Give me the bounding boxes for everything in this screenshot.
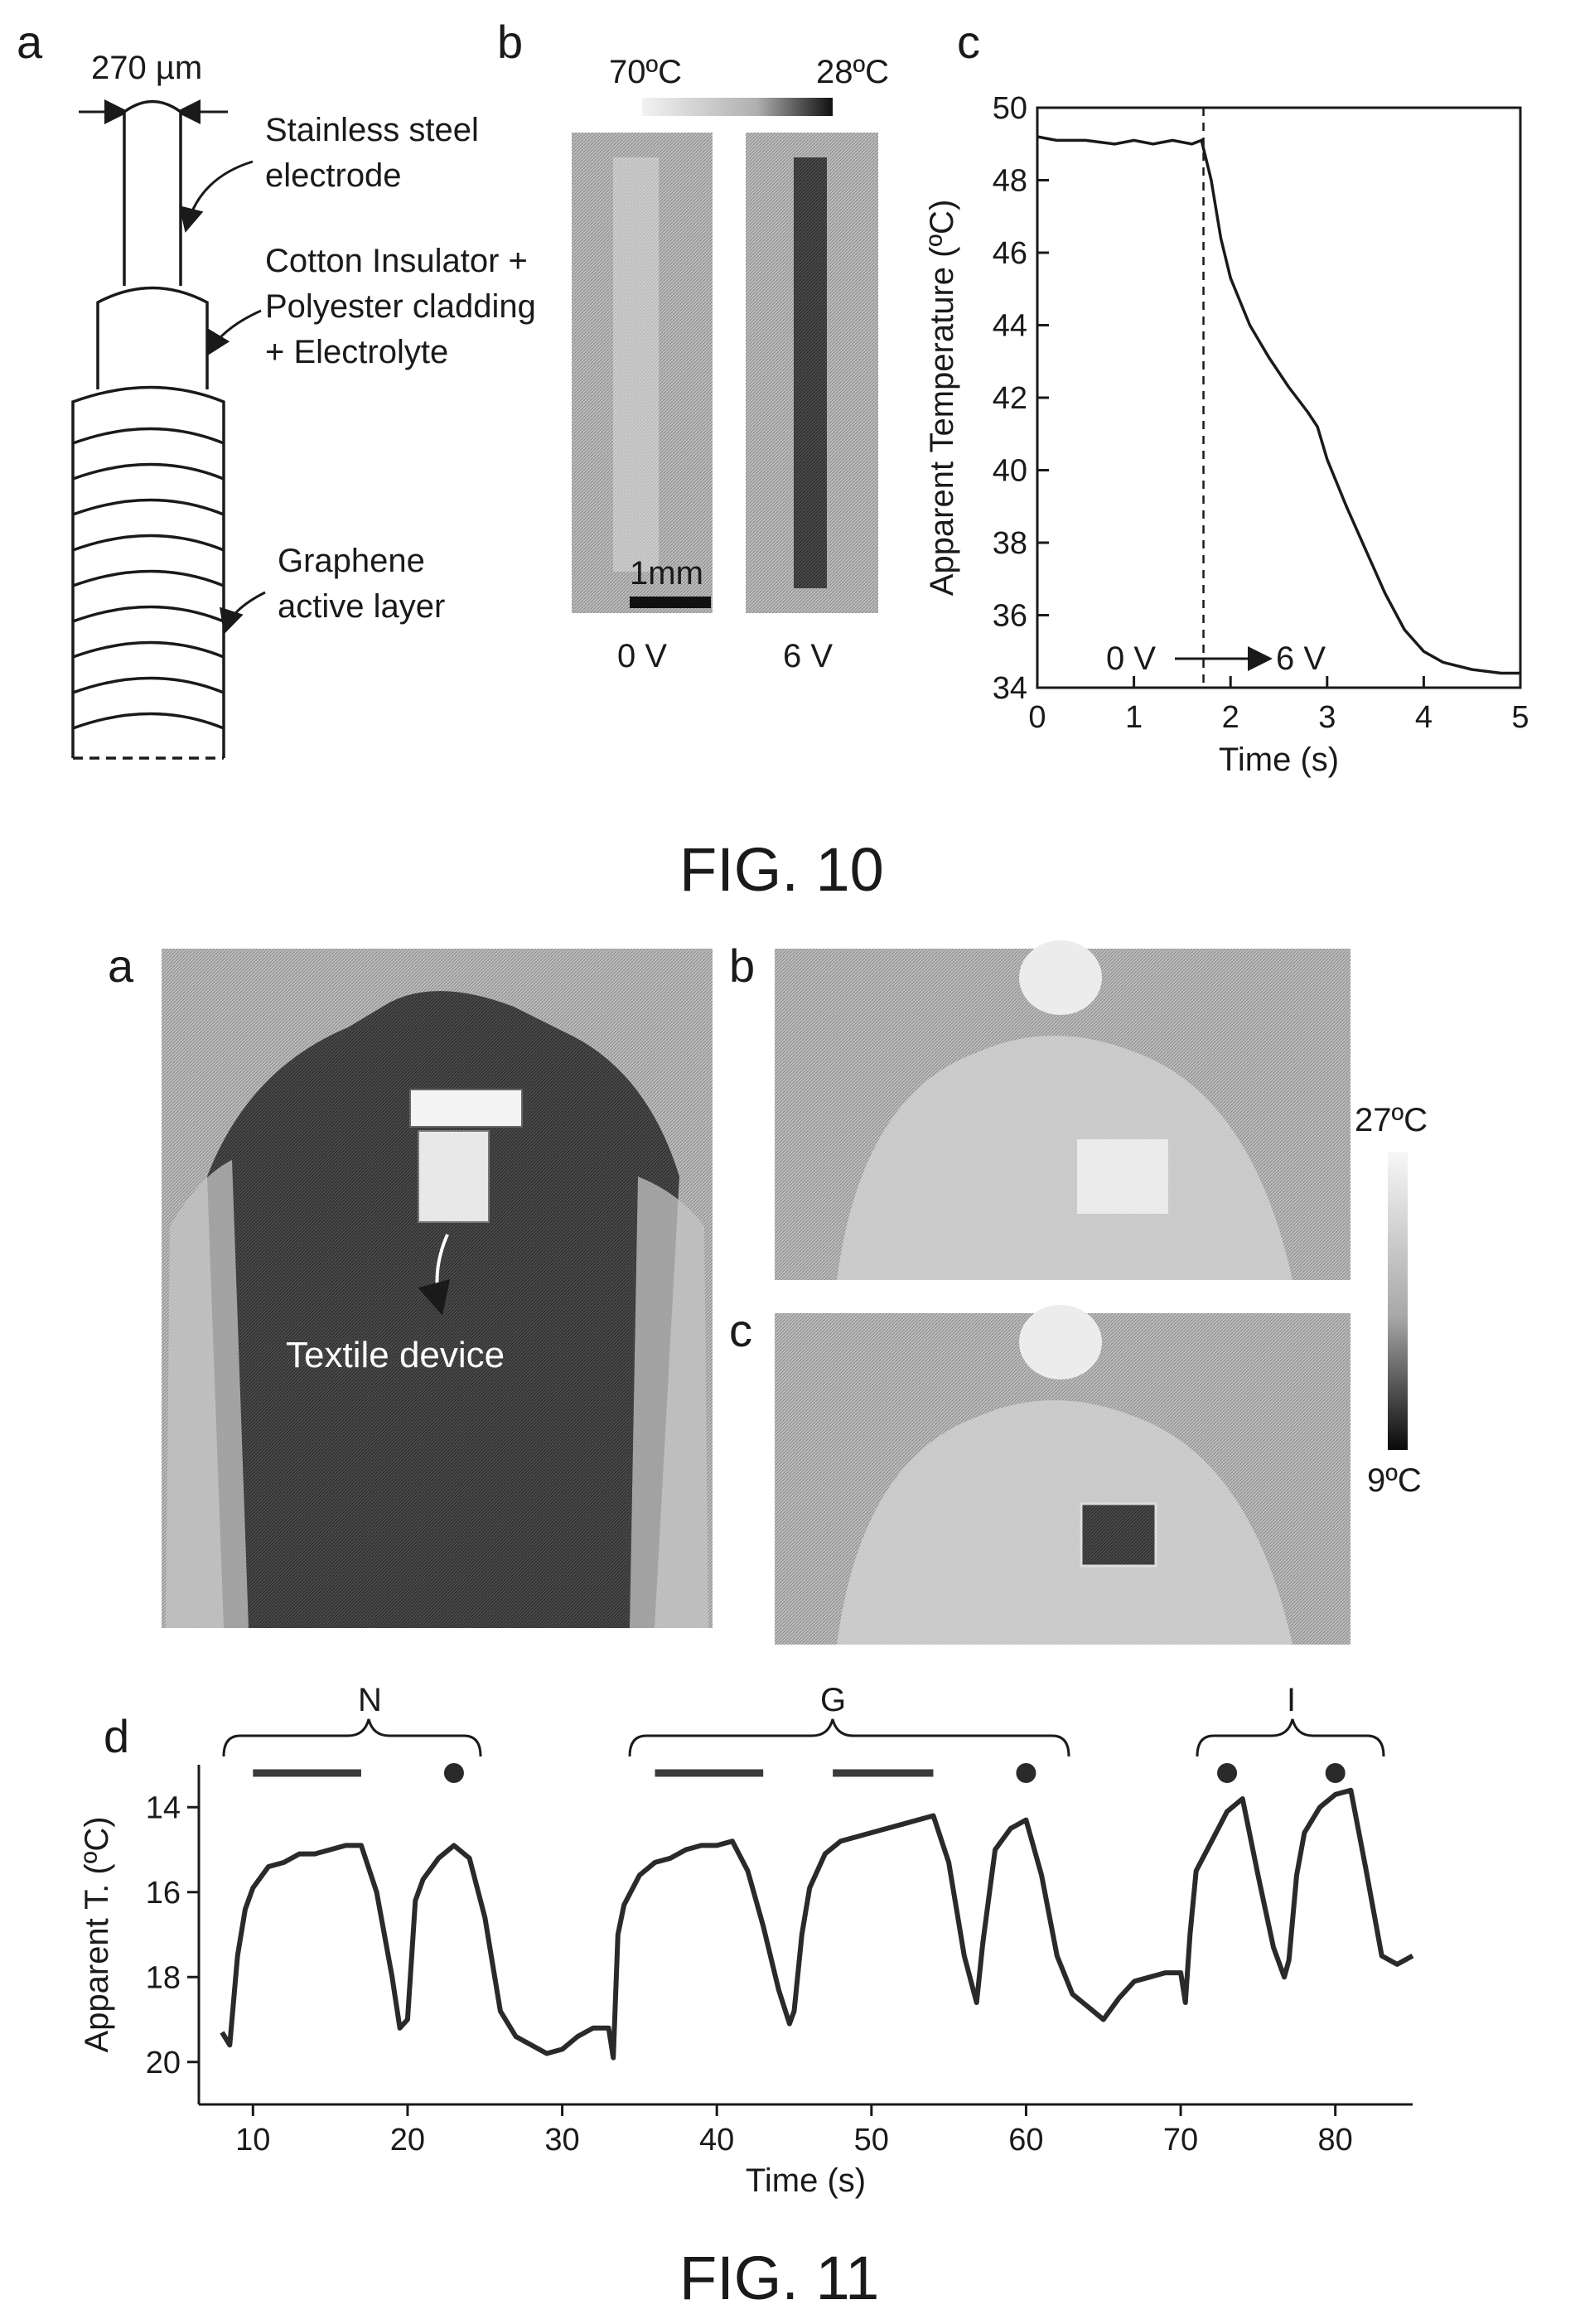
chart1-annotation-0v: 0 V [1106, 640, 1156, 677]
fig11: a Textile device b c 27ºC [79, 940, 1428, 2312]
chart2-xtick-label-0: 10 [235, 2123, 270, 2157]
electrode-label-line1: Stainless steel [265, 112, 479, 148]
fig11-group-braces [222, 1718, 1385, 1757]
panel-label-c: c [957, 16, 980, 68]
callout-lines [179, 160, 266, 635]
chart2-ytick-label-3: 20 [146, 2046, 181, 2080]
panel-label-a: a [17, 16, 43, 68]
voltage-label-0v: 0 V [617, 638, 667, 674]
insulator-layer [96, 286, 209, 389]
chart1-xlabel: Time (s) [1219, 742, 1339, 778]
voltage-label-6v: 6 V [783, 638, 833, 674]
chart2-ytick-label-0: 14 [146, 1790, 181, 1825]
chart1-xtick-label-0: 0 [1028, 700, 1046, 735]
chart2-xlabel: Time (s) [746, 2162, 866, 2199]
fig11-panel-label-a: a [108, 940, 134, 992]
fig11-caption: FIG. 11 [679, 2244, 879, 2312]
fig10-caption: FIG. 10 [679, 835, 884, 904]
chart1-ytick-label-3: 40 [993, 454, 1027, 489]
scale-hot-label: 70ºC [609, 54, 682, 90]
chart1-frame [1036, 106, 1522, 689]
chart2-xtick-label-1: 20 [390, 2123, 425, 2157]
textile-device-patch [418, 1130, 490, 1223]
chart1-xtick-label-4: 4 [1415, 700, 1433, 735]
chart2-series-line [220, 1787, 1414, 2061]
fig10-panel-a: a 270 µm [17, 16, 536, 760]
chart2-ytick-label-2: 18 [146, 1960, 181, 1995]
chart1-xtick-label-3: 3 [1318, 700, 1336, 735]
fiber-drawing [71, 99, 225, 760]
chart2-tap-dot-2 [1217, 1763, 1238, 1783]
chart1-series-line [1036, 135, 1520, 675]
fig10: a 270 µm [17, 16, 1529, 904]
colorbar-max-label: 27ºC [1355, 1102, 1428, 1138]
chart1-ytick-label-0: 34 [993, 671, 1027, 706]
chart1-xtick-label-2: 2 [1222, 700, 1239, 735]
fig11-panel-label-b: b [729, 940, 755, 992]
fig11-photo: Textile device [162, 949, 713, 1628]
chart2-xtick-label-7: 80 [1318, 2123, 1353, 2157]
chart2-tap-dot-0 [443, 1763, 464, 1783]
chart-response: 10 20 30 40 50 60 70 80 14 16 18 20 Time (s) Apparent… [79, 1763, 1414, 2199]
chart2-ylabel: Apparent T. (ºC) [79, 1816, 115, 2052]
chart1-ytick-label-1: 36 [993, 599, 1027, 634]
dimension-label: 270 µm [91, 50, 202, 86]
chart2-xtick-label-4: 50 [854, 2123, 889, 2157]
chart1-ytick-label-2: 38 [993, 526, 1027, 561]
fig11-colorbar: 27ºC 9ºC [1355, 1102, 1428, 1499]
chart1-ytick-label-8: 50 [993, 91, 1027, 126]
scalebar-label: 1mm [630, 555, 703, 592]
chart2-xtick-label-6: 70 [1163, 2123, 1198, 2157]
chart1-xtick-label-5: 5 [1511, 700, 1529, 735]
chart1-ytick-label-7: 48 [993, 164, 1027, 199]
electrode-core [123, 99, 182, 286]
chart2-xtick-label-2: 30 [544, 2123, 579, 2157]
colorbar [1388, 1152, 1408, 1450]
chart2-tap-dot-3 [1325, 1763, 1346, 1783]
chart1-xtick-label-1: 1 [1125, 700, 1143, 735]
panel-label-b: b [497, 16, 523, 68]
graphene-label-line2: active layer [278, 588, 445, 625]
chart1-ytick-label-6: 46 [993, 236, 1027, 271]
scale-cold-label: 28ºC [816, 54, 889, 90]
graphene-windings [72, 427, 225, 730]
group-label-g: G [820, 1682, 846, 1718]
chart1-annotation-6v: 6 V [1276, 640, 1326, 677]
electrode-label-line2: electrode [265, 157, 402, 194]
group-label-n: N [358, 1682, 382, 1718]
fig11-panel-label-c: c [729, 1304, 752, 1356]
textile-device-label: Textile device [286, 1335, 505, 1375]
fig11-panel-label-d: d [104, 1710, 129, 1762]
chart1-ylabel: Apparent Temperature (ºC) [924, 200, 960, 597]
graphene-label-line1: Graphene [278, 543, 425, 579]
chart1-ytick-label-4: 42 [993, 381, 1027, 416]
fig11-thermal-b [775, 940, 1350, 1280]
fig11-thermal-c [775, 1305, 1350, 1645]
chart2-ytick-label-1: 16 [146, 1876, 181, 1911]
fiber-glow-0v [613, 157, 659, 572]
group-label-i: I [1287, 1682, 1296, 1718]
colorbar-min-label: 9ºC [1367, 1462, 1422, 1499]
chart1-ytick-label-5: 44 [993, 309, 1027, 344]
chart2-xtick-label-5: 60 [1008, 2123, 1043, 2157]
chart2-tap-dot-1 [1016, 1763, 1036, 1783]
insulator-label-line2: Polyester cladding [265, 288, 536, 325]
insulator-label-line3: + Electrolyte [265, 334, 448, 370]
chart2-xtick-label-3: 40 [699, 2123, 734, 2157]
temperature-scale-bar [642, 98, 833, 116]
fiber-cool-6v [794, 157, 827, 588]
insulator-label-line1: Cotton Insulator + [265, 243, 528, 279]
scalebar [630, 597, 711, 608]
fig10-panel-b: b 70ºC 28ºC 1mm 0 V 6 V [497, 16, 889, 674]
